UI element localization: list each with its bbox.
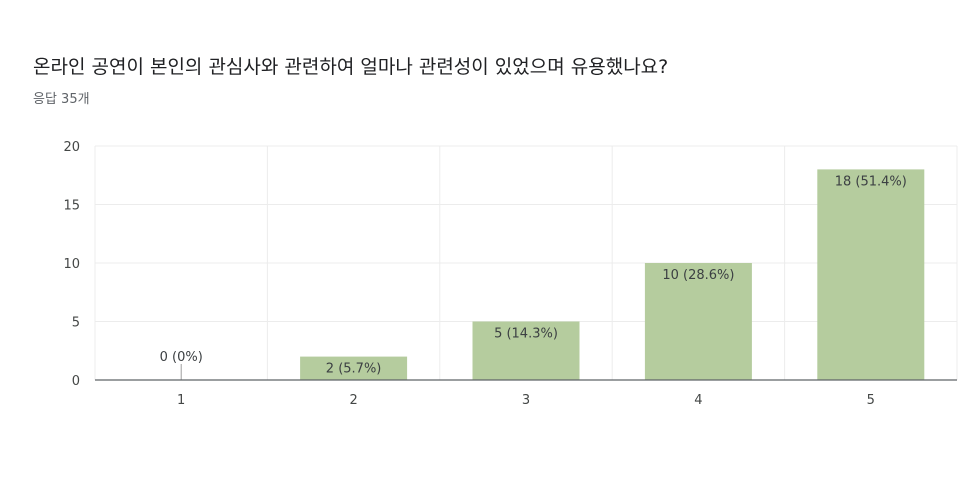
y-axis-ticks: 0 5 10 15 20 bbox=[63, 140, 80, 389]
y-tick-label: 5 bbox=[72, 316, 80, 331]
bar-3[interactable] bbox=[472, 321, 580, 381]
data-label-1: 0 (0%) bbox=[160, 350, 203, 365]
x-tick-label: 5 bbox=[867, 393, 875, 408]
question-title: 온라인 공연이 본인의 관심사와 관련하여 얼마나 관련성이 있었으며 유용했나… bbox=[33, 56, 669, 78]
y-tick-label: 10 bbox=[63, 257, 80, 272]
x-tick-label: 1 bbox=[177, 393, 185, 408]
y-tick-label: 0 bbox=[72, 374, 80, 389]
bars bbox=[180, 169, 925, 381]
bar-5[interactable] bbox=[817, 169, 925, 380]
data-label-3: 5 (14.3%) bbox=[494, 327, 558, 342]
data-label-2: 2 (5.7%) bbox=[326, 362, 382, 377]
bar-2[interactable] bbox=[300, 356, 408, 380]
x-tick-label: 4 bbox=[694, 393, 702, 408]
data-label-4: 10 (28.6%) bbox=[662, 268, 734, 283]
x-tick-label: 3 bbox=[522, 393, 530, 408]
response-count: 응답 35개 bbox=[33, 92, 90, 107]
y-tick-label: 20 bbox=[63, 140, 80, 155]
bar-4[interactable] bbox=[644, 263, 752, 380]
y-tick-label: 15 bbox=[63, 199, 80, 214]
x-axis-ticks: 1 2 3 4 5 bbox=[177, 393, 875, 408]
data-label-5: 18 (51.4%) bbox=[835, 174, 907, 189]
data-labels: 0 (0%) 2 (5.7%) 5 (14.3%) 10 (28.6%) 18 (51.… bbox=[160, 174, 907, 376]
x-tick-label: 2 bbox=[349, 393, 357, 408]
